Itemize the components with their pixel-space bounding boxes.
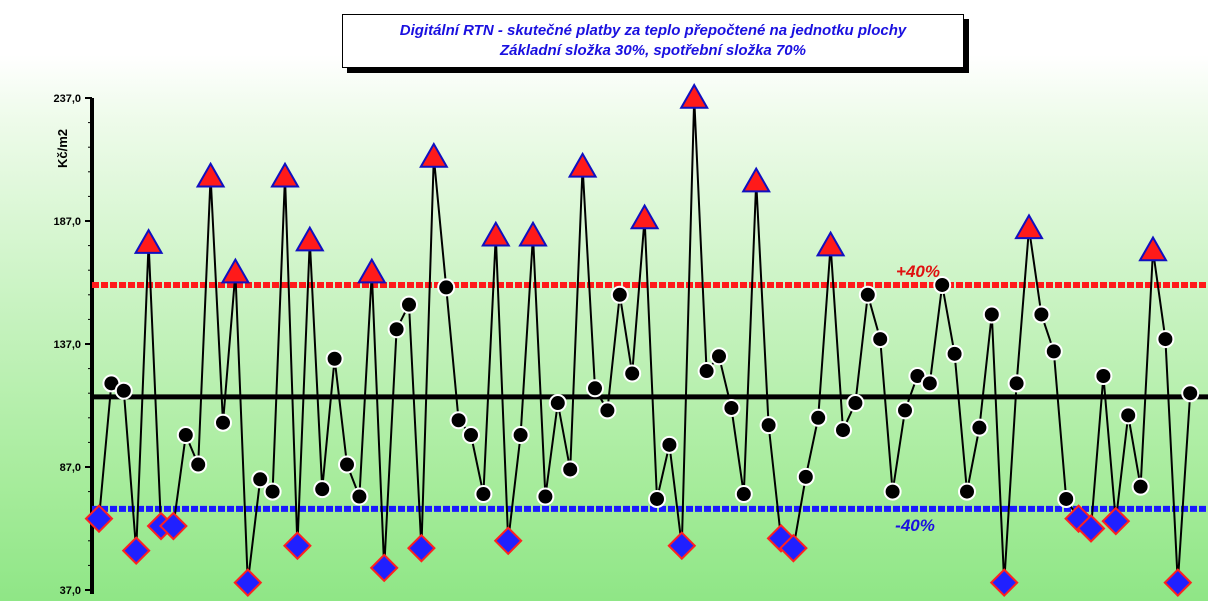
data-point (623, 364, 642, 383)
data-point (722, 398, 741, 417)
data-point (1057, 489, 1076, 508)
data-point (796, 467, 815, 486)
data-point (1156, 330, 1175, 349)
data-point (586, 379, 604, 398)
data-point (759, 416, 778, 435)
upper-limit-label: +40% (896, 262, 940, 281)
data-point (214, 413, 232, 432)
data-point-below-limit (989, 568, 1019, 598)
y-tick-label: 87,0 (60, 462, 81, 474)
data-point (176, 426, 195, 445)
data-point (536, 487, 555, 506)
data-point (400, 295, 418, 314)
data-point (114, 381, 133, 400)
data-point (598, 401, 617, 420)
data-point-above-limit (1138, 235, 1168, 262)
data-point (734, 485, 753, 504)
data-point-below-limit (1163, 568, 1193, 598)
data-point (648, 489, 666, 508)
data-point (437, 278, 456, 297)
chart-title: Digitální RTN - skutečné platby za teplo… (399, 22, 907, 39)
data-point-above-limit (741, 166, 771, 193)
data-point (251, 470, 270, 489)
data-point-above-limit (419, 142, 449, 168)
data-point-above-limit (629, 203, 660, 230)
data-point (1119, 406, 1138, 425)
data-point-above-limit (481, 220, 511, 247)
data-point (1181, 384, 1200, 403)
data-point-above-limit (195, 161, 226, 188)
y-tick-label: 237,0 (53, 93, 81, 105)
data-point (548, 394, 567, 413)
data-point-above-limit (220, 257, 251, 284)
data-point (1131, 477, 1150, 496)
data-point (511, 426, 530, 445)
data-point (858, 285, 877, 304)
data-point (834, 421, 852, 440)
data-point (1007, 374, 1026, 393)
data-point (982, 305, 1001, 324)
data-point-above-limit (270, 161, 300, 188)
data-point (387, 320, 406, 339)
data-point-below-limit (121, 536, 151, 566)
data-point (896, 401, 914, 420)
data-point (710, 347, 728, 366)
chart-subtitle: Základní složka 30%, spotřební složka 70… (500, 42, 806, 59)
data-point (1032, 305, 1051, 324)
data-point-above-limit (1014, 213, 1044, 240)
data-point-below-limit (1076, 514, 1106, 543)
data-point (610, 285, 629, 304)
data-point (945, 344, 964, 363)
data-point-below-limit (233, 568, 263, 598)
data-point (697, 362, 716, 381)
data-point-below-limit (84, 504, 114, 534)
data-point (883, 482, 902, 501)
data-point-above-limit (518, 220, 548, 247)
data-point (809, 408, 828, 427)
y-tick-label: 37,0 (60, 585, 81, 597)
data-point-below-limit (493, 526, 523, 556)
data-point (474, 485, 493, 504)
data-point-above-limit (133, 228, 164, 254)
data-point-below-limit (282, 531, 312, 561)
data-point (325, 349, 344, 368)
data-point (1094, 366, 1113, 385)
data-point (189, 455, 208, 474)
data-point (660, 435, 679, 454)
data-point-below-limit (667, 531, 697, 561)
data-point (449, 411, 468, 430)
data-point (958, 482, 976, 501)
data-point (933, 275, 952, 294)
data-point (561, 460, 580, 479)
data-point (462, 426, 480, 445)
data-point (846, 394, 865, 413)
y-tick-label: 137,0 (53, 339, 81, 351)
data-point-below-limit (369, 553, 399, 583)
data-point (338, 455, 356, 474)
data-point (313, 480, 332, 499)
data-point (350, 487, 369, 506)
data-point (920, 374, 939, 393)
lower-limit-label: -40% (895, 516, 935, 535)
data-point-above-limit (295, 225, 325, 252)
chart-title-box: Digitální RTN - skutečné platby za teplo… (342, 14, 964, 68)
data-point (970, 418, 989, 437)
data-point-above-limit (815, 230, 846, 257)
data-point-below-limit (1101, 506, 1131, 536)
data-point-above-limit (567, 151, 598, 178)
data-point (263, 482, 282, 501)
data-point-above-limit (357, 257, 387, 284)
data-point (871, 330, 890, 349)
data-point-below-limit (778, 533, 808, 563)
data-point-below-limit (158, 511, 188, 541)
y-tick-label: 187,0 (53, 216, 81, 228)
data-point-below-limit (406, 533, 436, 563)
data-point (1044, 342, 1063, 361)
data-point-above-limit (679, 82, 709, 109)
